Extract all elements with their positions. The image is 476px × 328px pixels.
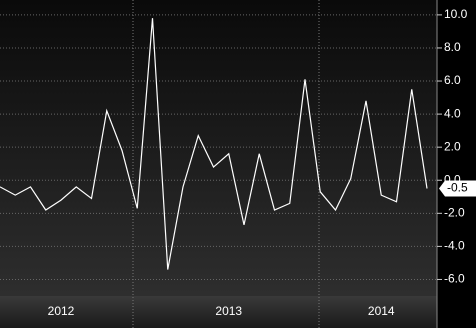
plot-area [0, 0, 437, 296]
x-tick-label: 2013 [215, 304, 242, 318]
last-value-box [439, 180, 476, 197]
y-tick-label: 6.0 [444, 73, 461, 87]
x-tick-label: 2012 [48, 304, 75, 318]
y-tick-label: 4.0 [444, 106, 461, 120]
x-tick-label: 2014 [368, 304, 395, 318]
data-line [0, 18, 428, 270]
x-axis-band [0, 296, 437, 328]
y-tick-label: 2.0 [444, 139, 461, 153]
y-tick-label: -6.0 [444, 272, 465, 286]
y-tick-label: -2.0 [444, 205, 465, 219]
y-tick-label: -4.0 [444, 239, 465, 253]
y-axis-band [437, 0, 476, 328]
last-value-label: -0.5 [447, 181, 468, 195]
y-tick-label: 8.0 [444, 40, 461, 54]
y-tick-label: 10.0 [444, 7, 468, 21]
